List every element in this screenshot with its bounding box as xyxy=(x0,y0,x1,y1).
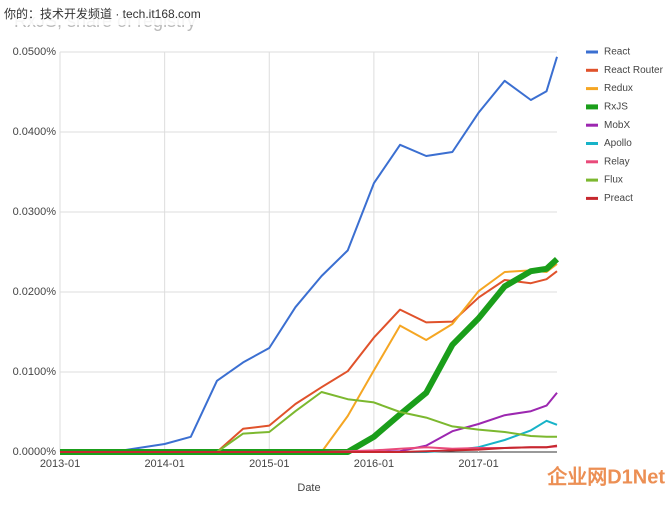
legend-label: React xyxy=(604,47,630,58)
legend-label: Preact xyxy=(604,193,633,204)
y-tick-label: 0.0400% xyxy=(13,126,57,138)
y-tick-label: 0.0100% xyxy=(13,366,57,378)
legend-label: RxJS xyxy=(604,102,628,113)
x-tick-label: 2016-01 xyxy=(354,458,394,470)
series-line xyxy=(60,444,558,453)
legend-label: Apollo xyxy=(604,138,632,149)
x-tick-label: 2015-01 xyxy=(249,458,289,470)
watermark: 你的：技术开发频道 · tech.it168.com xyxy=(4,6,201,21)
series-line xyxy=(60,270,558,453)
x-tick-label: 2013-01 xyxy=(40,458,80,470)
x-axis-label: Date xyxy=(297,482,320,494)
logo: 企业网D1Net xyxy=(546,464,665,488)
y-tick-label: 0.0500% xyxy=(13,46,57,58)
x-tick-label: 2014-01 xyxy=(144,458,184,470)
y-tick-label: 0.0200% xyxy=(13,286,57,298)
series-line xyxy=(60,56,558,453)
x-tick-label: 2017-01 xyxy=(458,458,498,470)
watermark-bg xyxy=(0,5,215,25)
y-tick-label: 0.0300% xyxy=(13,206,57,218)
legend-label: MobX xyxy=(604,120,630,131)
legend-label: React Router xyxy=(604,65,664,76)
legend-label: Relay xyxy=(604,156,630,167)
y-tick-label: 0.0000% xyxy=(13,446,57,458)
legend-label: Flux xyxy=(604,175,623,186)
legend-label: Redux xyxy=(604,83,633,94)
